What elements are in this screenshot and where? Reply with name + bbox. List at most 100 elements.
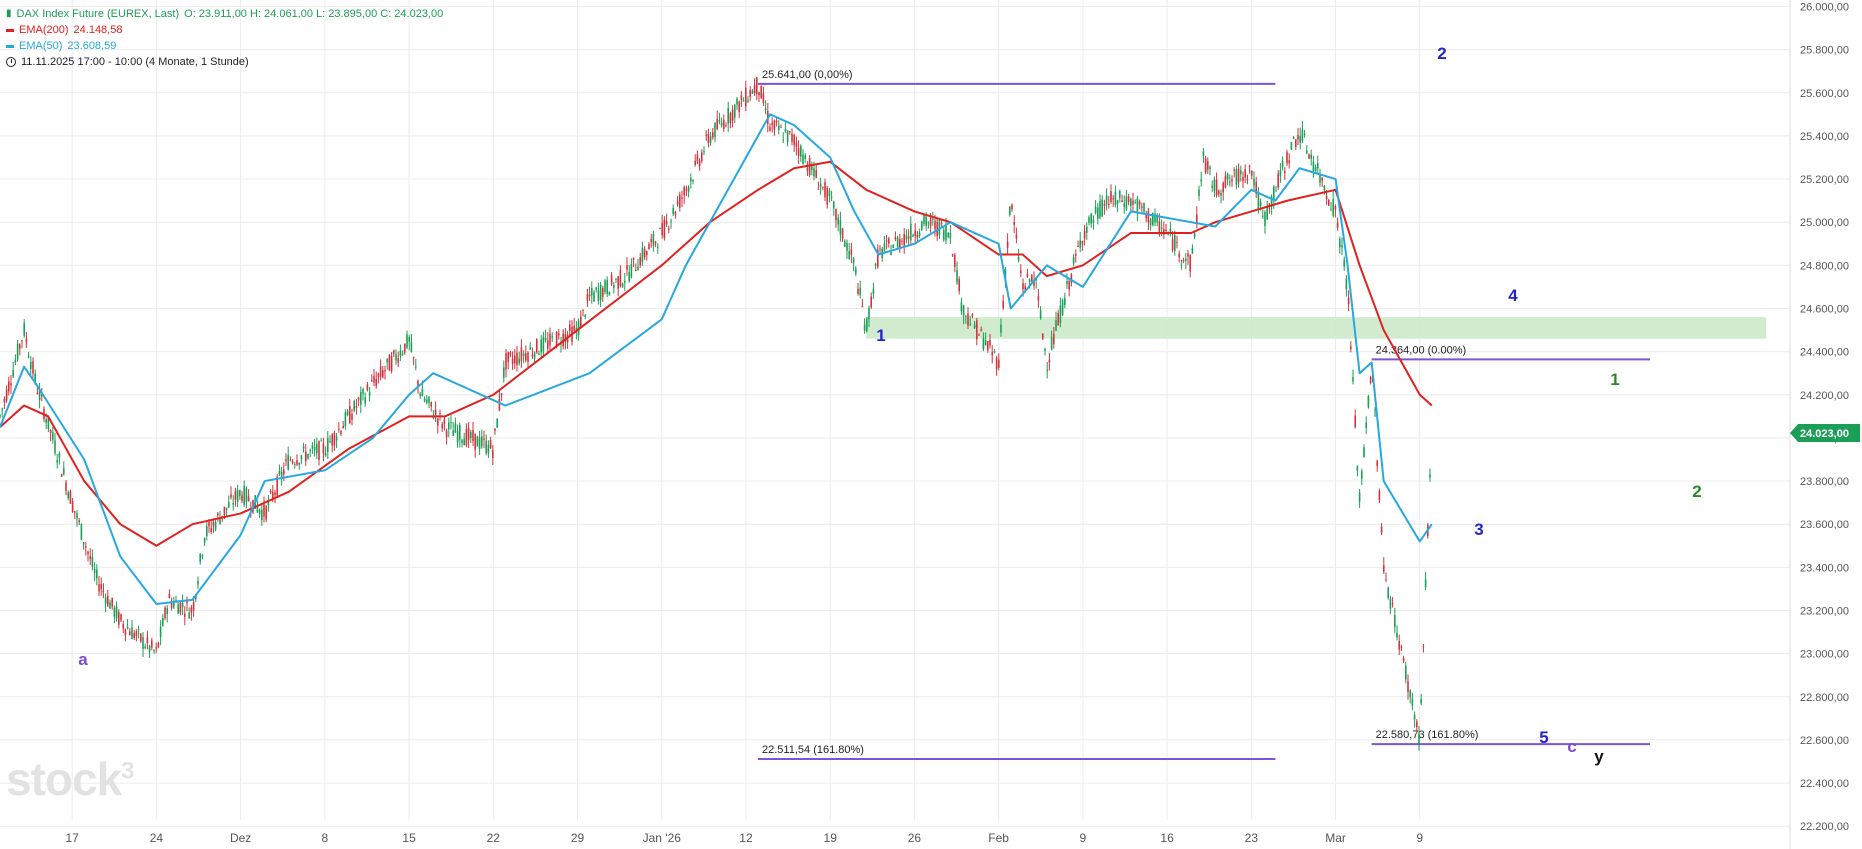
candle-body — [384, 369, 386, 372]
candle-body — [1119, 190, 1121, 198]
candle-body — [731, 109, 734, 121]
candle-body — [140, 633, 142, 642]
candle-body — [1231, 179, 1233, 182]
candle-body — [41, 394, 43, 396]
candle-body — [58, 453, 61, 458]
candle-body — [1211, 185, 1213, 188]
candle-body — [1123, 203, 1125, 207]
watermark-logo: stock3 — [6, 752, 135, 806]
legend-range-row[interactable]: 11.11.2025 17:00 - 10:00 (4 Monate, 1 St… — [6, 54, 443, 70]
candle-body — [1270, 196, 1273, 208]
candle-body — [1237, 168, 1240, 183]
candle-body — [540, 339, 542, 353]
candle-body — [230, 494, 232, 498]
candle-body — [23, 323, 25, 336]
candle-body — [841, 228, 844, 239]
candle-body — [483, 438, 485, 440]
ema200-line[interactable] — [0, 160, 1433, 547]
candle-body — [434, 409, 437, 415]
y-tick-label: 24.200,00 — [1800, 390, 1849, 402]
candle-body — [1097, 207, 1099, 219]
y-tick-label: 25.400,00 — [1800, 131, 1849, 143]
candle-body — [71, 501, 74, 512]
candle-body — [1180, 260, 1183, 262]
candle-body — [923, 214, 925, 224]
candle-body — [21, 340, 23, 342]
candle-body — [613, 284, 615, 289]
candle-body — [404, 343, 406, 353]
candle-body — [573, 325, 575, 331]
candle-body — [170, 601, 173, 608]
candle-body — [1259, 201, 1262, 207]
candle-body — [507, 351, 509, 362]
candle-body — [351, 413, 353, 420]
candle-body — [1242, 177, 1244, 182]
candle-body — [1341, 244, 1343, 248]
candle-body — [949, 232, 952, 239]
candle-body — [877, 249, 879, 267]
candle-body — [228, 502, 230, 508]
candle-body — [520, 347, 523, 362]
candle-body — [346, 410, 349, 416]
candle-body — [214, 521, 217, 530]
candle-body — [872, 289, 875, 294]
candle-body — [408, 336, 410, 342]
candle-body — [45, 419, 47, 423]
candle-body — [1275, 190, 1277, 192]
candle-body — [1099, 200, 1101, 218]
candle-body — [560, 343, 562, 345]
candle-body — [954, 254, 956, 267]
candle-body — [349, 405, 351, 424]
candle-body — [782, 139, 784, 141]
y-tick-label: 22.400,00 — [1800, 778, 1849, 790]
candle-body — [54, 440, 56, 454]
wave-label: c — [1567, 737, 1576, 756]
candle-body — [1396, 632, 1398, 638]
candle-body — [626, 265, 628, 270]
candle-body — [309, 450, 311, 452]
candle-body — [300, 455, 303, 460]
candle-body — [791, 133, 793, 142]
candle-body — [85, 546, 87, 548]
candle-body — [962, 305, 965, 317]
candle-body — [1044, 348, 1046, 351]
candle-body — [811, 164, 813, 171]
candle-body — [654, 241, 657, 244]
candle-body — [1418, 733, 1420, 746]
candle-body — [927, 222, 930, 224]
candle-body — [696, 154, 699, 162]
candle-body — [494, 428, 496, 431]
candle-body — [1000, 324, 1002, 333]
candle-body — [463, 438, 465, 446]
candle-body — [269, 491, 272, 493]
fib-level-label: 25.641,00 (0,00%) — [762, 69, 853, 81]
candle-body — [522, 353, 525, 357]
candle-body — [14, 360, 17, 363]
candle-body — [932, 218, 934, 220]
candle-body — [206, 526, 208, 536]
candle-body — [1196, 214, 1198, 223]
candle-body — [518, 358, 520, 364]
ema50-line[interactable] — [0, 113, 1433, 606]
candle-body — [1222, 182, 1224, 193]
candle-body — [835, 209, 837, 221]
legend-ema50-row[interactable]: EMA(50) 23.608,59 — [6, 38, 443, 54]
candle-body — [1094, 206, 1097, 213]
candle-body — [382, 369, 384, 378]
candle-body — [690, 178, 692, 182]
candle-body — [472, 430, 474, 442]
candle-body — [833, 201, 835, 209]
candle-body — [474, 433, 476, 450]
candle-body — [885, 240, 888, 242]
candle-body — [247, 496, 250, 501]
candle-body — [1288, 160, 1290, 164]
candle-body — [692, 180, 694, 182]
candle-body — [1273, 186, 1275, 201]
legend-ema200-row[interactable]: EMA(200) 24.148,58 — [6, 22, 443, 38]
candle-body — [1394, 615, 1396, 628]
candle-body — [868, 307, 870, 319]
candle-body — [978, 334, 980, 336]
candle-body — [762, 93, 765, 103]
candle-body — [830, 196, 833, 198]
